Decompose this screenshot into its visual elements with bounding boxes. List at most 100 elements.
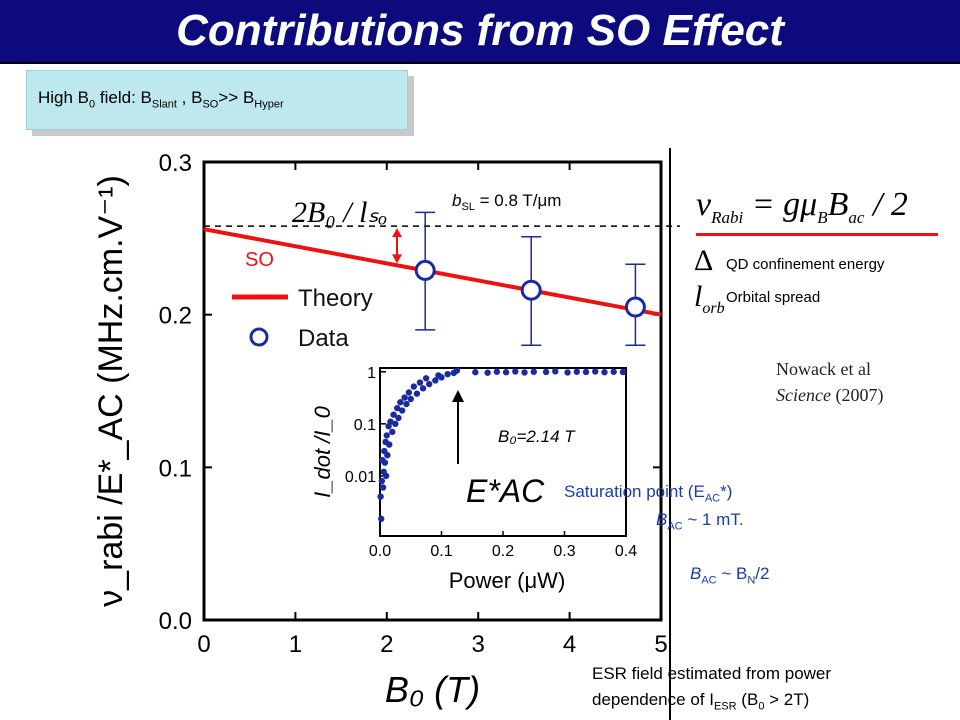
citation-year: (2007): [830, 385, 884, 405]
inset-data-point: [432, 377, 439, 384]
legend-theory-label: Theory: [298, 285, 373, 312]
inset-y-axis-label: I_dot /I_0: [310, 405, 335, 498]
delta-symbol: Δ: [694, 244, 714, 277]
citation-journal: Science (2007): [776, 382, 883, 408]
inset-data-point: [378, 515, 385, 523]
inset-data-point: [426, 380, 433, 388]
bac-b: B: [656, 510, 668, 529]
citation-authors: Nowack et al: [776, 359, 871, 379]
note-prefix: High B: [38, 88, 90, 107]
inset-data-point: [390, 411, 397, 418]
saturation-text: Saturation point (E: [564, 482, 705, 501]
x-tick-label: 5: [654, 631, 667, 658]
rabi-formula: vRabi = gμBBac / 2: [696, 186, 908, 227]
lorb-desc: Orbital spread: [726, 289, 821, 306]
inset-data-point: [552, 368, 559, 375]
esr-2c: > 2T): [764, 690, 810, 709]
note-box: [26, 70, 408, 130]
esr-2a: dependence of I: [592, 690, 714, 709]
saturation-label: Saturation point (EAC*): [564, 482, 732, 504]
x-tick-label: 3: [472, 631, 485, 658]
inset-x-tick-label: 0.3: [553, 543, 575, 560]
inset-plot-layer: 0.0 0.1 0.2 0.3 0.4 1 0.1 0.01 Power (μW) I_dot /…: [310, 360, 637, 593]
inset-data-point: [582, 368, 590, 376]
inset-data-point: [397, 399, 404, 406]
bn-sub: N: [747, 574, 756, 587]
inset-x-axis-label: Power (μW): [449, 568, 566, 593]
inset-data-point: [395, 414, 402, 422]
inset-data-point: [601, 369, 608, 376]
inset-data-point: [384, 451, 391, 459]
bac2-sub: AC: [701, 574, 717, 587]
page-title: Contributions from SO Effect: [176, 6, 784, 55]
esr-line-1: ESR field estimated from power: [592, 664, 832, 683]
note-sub0: 0: [89, 98, 96, 111]
inset-data-point: [564, 369, 571, 376]
inset-data-point: [542, 368, 550, 376]
inset-x-tick-label: 0.4: [615, 543, 637, 560]
y-tick-label: 0.3: [159, 150, 192, 177]
bac-bn: ~ B: [716, 564, 748, 583]
note-sub3: Hyper: [254, 98, 284, 111]
inset-data-point: [398, 407, 406, 414]
bac2-b: B: [690, 564, 702, 583]
inset-data-point: [401, 394, 408, 401]
inset-x-tick-label: 0.2: [492, 543, 514, 560]
inset-data-point: [573, 368, 580, 375]
inset-data-point: [403, 400, 410, 408]
inset-data-point: [521, 369, 528, 376]
data-point: [414, 259, 436, 281]
inset-data-point: [419, 385, 427, 392]
inset-data-point: [410, 383, 418, 390]
inset-background: [372, 360, 634, 584]
so-arrow-head-bottom: [392, 254, 402, 264]
inset-data-point: [413, 390, 421, 397]
inset-data-point: [484, 369, 491, 376]
inset-data-point: [381, 459, 389, 466]
esr-sub2: 0: [758, 700, 765, 713]
bac-line: BAC ~ 1 mT.: [656, 510, 744, 532]
x-axis-label: B₀ (T): [385, 669, 480, 710]
bac-bn-line: BAC ~ BN/2: [690, 564, 769, 586]
esr-sub: ESR: [713, 700, 737, 713]
two-b-over-lso-label: 2B₀ / lₛₒ: [292, 196, 387, 229]
so-label: SO: [245, 249, 274, 271]
inset-y-tick-label: 0.1: [354, 417, 376, 434]
lorb-symbol: lorb: [694, 280, 725, 317]
inset-arrow-head: [452, 390, 464, 402]
inset-data-point: [392, 420, 399, 428]
inset-data-point: [383, 432, 390, 439]
data-point: [624, 296, 646, 318]
so-arrow-head-top: [392, 228, 402, 238]
inset-data-point: [416, 379, 424, 386]
x-tick-label: 2: [380, 631, 393, 658]
inset-y-tick-label: 1: [367, 365, 376, 382]
main-plot-frame: [202, 160, 663, 622]
inset-data-point: [610, 368, 617, 375]
inset-x-tick-label: 0.1: [430, 543, 452, 560]
inset-data-point: [502, 369, 510, 376]
bac-sub: AC: [667, 520, 683, 533]
note-mid2: , B: [176, 88, 203, 107]
inset-data-point: [512, 368, 519, 375]
y-axis-label: ν_rabi /E*_AC (MHz.cm.V⁻¹): [92, 175, 130, 607]
inset-data-point: [444, 370, 451, 378]
x-tick-label: 0: [197, 631, 210, 658]
legend-data-marker: [249, 327, 269, 347]
main-plot-layer: 0 1 2 3 4 5 0.0 0.1 0.2 0.3 B₀ (T) ν_rabi /E*_AC (M…: [92, 148, 680, 720]
y-tick-label: 0.1: [159, 455, 192, 482]
inset-data-point: [530, 368, 537, 375]
note-text: High B0 field: BSlant , BSO>> BHyper: [38, 88, 284, 110]
inset-data-point: [422, 375, 430, 382]
citation-journal-name: Science: [776, 385, 831, 405]
note-sub1: Slant: [151, 98, 177, 111]
esr-line-2: dependence of IESR (B0 > 2T): [592, 690, 809, 712]
x-tick-label: 4: [563, 631, 576, 658]
inset-data-point: [386, 441, 393, 448]
y-tick-label: 0.0: [159, 608, 192, 635]
saturation-end: *): [720, 482, 733, 501]
note-sub2: SO: [202, 98, 219, 111]
note-mid1: field: B: [95, 88, 152, 107]
data-point: [520, 279, 542, 301]
